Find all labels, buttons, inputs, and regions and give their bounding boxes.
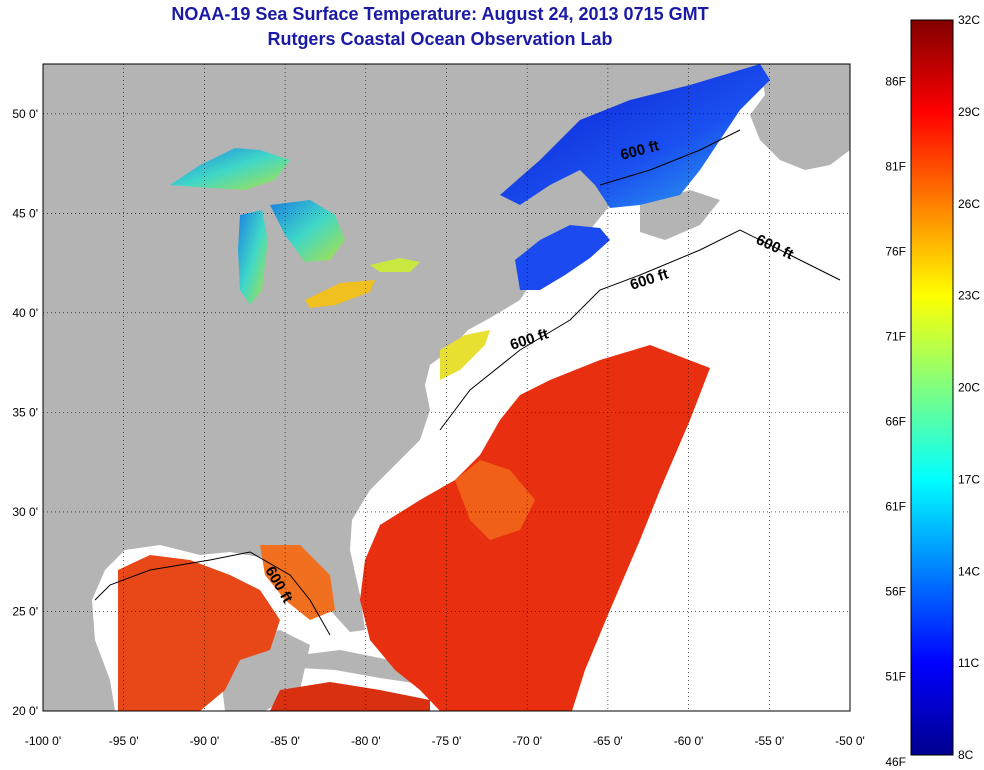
colorbar-label-celsius: 26C [958, 197, 980, 211]
land-north-america [43, 64, 760, 711]
gulf-st-lawrence [500, 64, 770, 208]
x-tick-label: -90 0' [190, 734, 220, 748]
map-title: NOAA-19 Sea Surface Temperature: August … [171, 4, 709, 24]
isobath-contour [439, 229, 841, 431]
land-cuba [300, 650, 430, 684]
colorbar-label-fahrenheit: 56F [885, 585, 906, 599]
y-tick-label: 20 0' [12, 704, 38, 718]
colorbar-label-fahrenheit: 71F [885, 329, 906, 343]
y-tick-label: 35 0' [12, 405, 38, 419]
colorbar-label-celsius: 32C [958, 13, 980, 27]
y-tick-label: 40 0' [12, 306, 38, 320]
colorbar-label-celsius: 14C [958, 564, 980, 578]
colorbar-label-fahrenheit: 86F [885, 74, 906, 88]
colorbar-label-celsius: 8C [958, 748, 974, 762]
colorbar-label-fahrenheit: 46F [885, 755, 906, 769]
land-newfoundland [750, 64, 850, 170]
lake-erie [305, 280, 375, 308]
y-tick-label: 45 0' [12, 206, 38, 220]
x-tick-label: -55 0' [754, 734, 784, 748]
gulf-stream-core [455, 460, 535, 540]
mid-atlantic-shelf [440, 330, 490, 380]
colorbar-label-fahrenheit: 66F [885, 415, 906, 429]
map-frame [42, 63, 851, 712]
colorbar-label-fahrenheit: 81F [885, 159, 906, 173]
x-tick-label: -95 0' [109, 734, 139, 748]
colorbar-label-celsius: 11C [958, 656, 979, 670]
land-nova-scotia [640, 190, 720, 240]
caribbean-warm [270, 682, 430, 711]
x-tick-label: -70 0' [512, 734, 542, 748]
colorbar-label-fahrenheit: 61F [885, 500, 906, 514]
lake-huron [270, 200, 345, 262]
y-axis: 50 0' 45 0' 40 0' 35 0' 30 0' 25 0' 20 0' [12, 107, 38, 718]
x-tick-label: -80 0' [351, 734, 381, 748]
gulf-of-mexico-warm [118, 555, 280, 711]
y-tick-label: 50 0' [12, 107, 38, 121]
lake-ontario [370, 258, 420, 272]
sargasso-warm-water [360, 345, 710, 711]
x-tick-label: -60 0' [674, 734, 704, 748]
isobath-contour [94, 551, 331, 636]
colorbar-label-celsius: 29C [958, 105, 980, 119]
x-tick-label: -85 0' [270, 734, 300, 748]
gulf-of-mexico-east [260, 545, 335, 620]
isobath-contour [599, 129, 741, 186]
colorbar-label-fahrenheit: 51F [885, 670, 906, 684]
colorbar-label-celsius: 23C [958, 289, 980, 303]
y-tick-label: 25 0' [12, 604, 38, 618]
lake-michigan [238, 210, 268, 305]
x-tick-label: -75 0' [432, 734, 462, 748]
gulf-of-maine [515, 225, 610, 290]
x-axis: -100 0' -95 0' -90 0' -85 0' -80 0' -75 0' -70… [25, 734, 865, 748]
colorbar-label-fahrenheit: 76F [885, 244, 906, 258]
colorbar [910, 19, 954, 756]
gridlines [43, 64, 850, 711]
map-subtitle: Rutgers Coastal Ocean Observation Lab [267, 29, 613, 49]
colorbar-labels: 32C 29C 26C 23C 20C 17C 14C 11C 8C 86F 81F 76F 71F 66… [885, 13, 980, 769]
x-tick-label: -65 0' [593, 734, 623, 748]
x-tick-label: -50 0' [835, 734, 865, 748]
colorbar-label-celsius: 17C [958, 472, 980, 486]
colorbar-label-celsius: 20C [958, 381, 980, 395]
lake-superior [170, 148, 290, 190]
y-tick-label: 30 0' [12, 505, 38, 519]
x-tick-label: -100 0' [25, 734, 61, 748]
